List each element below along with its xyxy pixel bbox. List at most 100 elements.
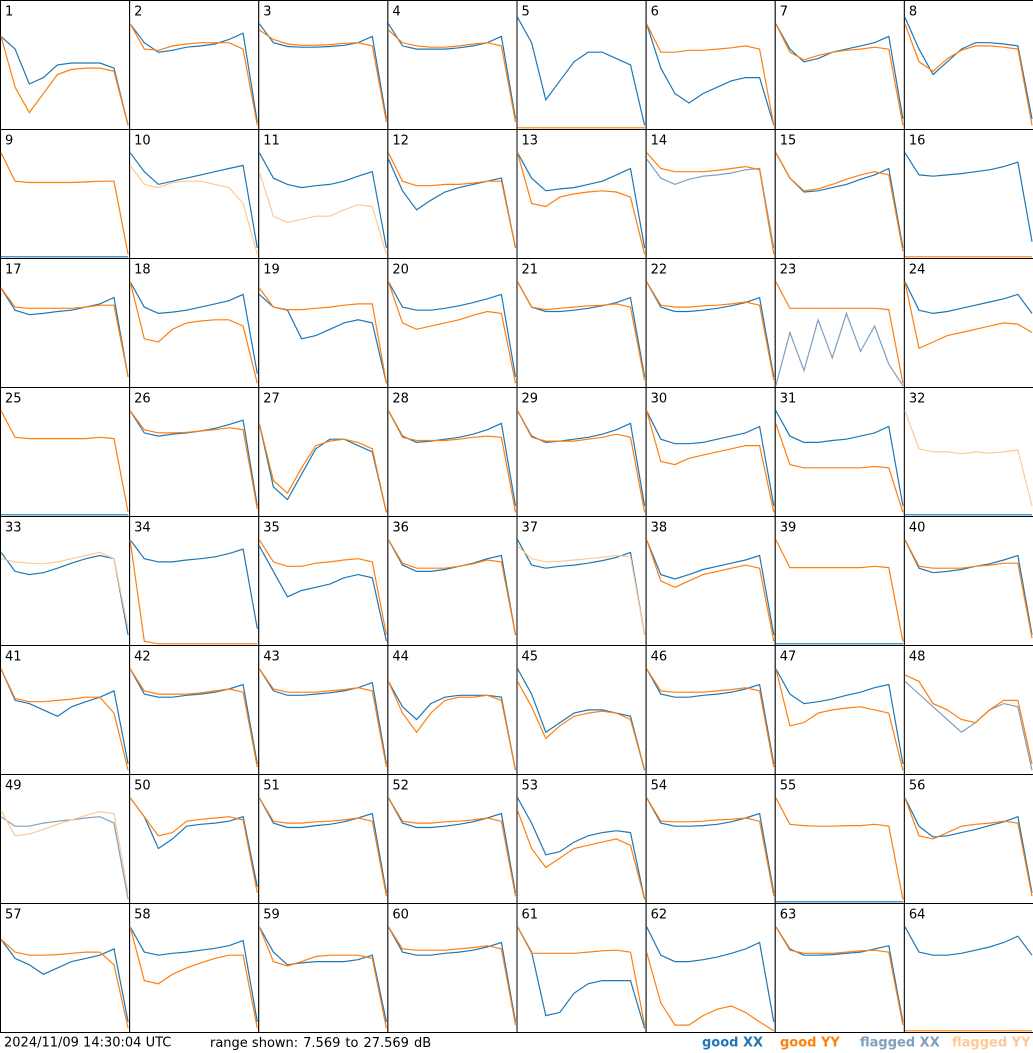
spectrum-line bbox=[0, 810, 129, 894]
range-low: 7.569 bbox=[303, 1036, 340, 1051]
panel: 41 bbox=[0, 645, 131, 775]
spectrum-line bbox=[0, 668, 129, 771]
legend: good XX good YY flagged XX flagged YY bbox=[702, 1036, 1031, 1051]
panel-label: 42 bbox=[134, 650, 151, 665]
panel-frame bbox=[645, 774, 776, 904]
panel-label: 37 bbox=[522, 521, 539, 536]
spectrum-line bbox=[516, 152, 646, 249]
panel-frame bbox=[387, 258, 518, 388]
range-unit: dB bbox=[414, 1036, 431, 1051]
panel: 38 bbox=[645, 516, 776, 646]
panel: 25 bbox=[0, 387, 131, 517]
panel: 33 bbox=[0, 516, 131, 646]
panel: 62 bbox=[645, 903, 776, 1033]
spectrum-line bbox=[516, 281, 646, 378]
panel-frame bbox=[387, 387, 518, 517]
panel-label: 53 bbox=[522, 779, 539, 794]
panel-frame bbox=[516, 516, 647, 646]
spectrum-line bbox=[387, 158, 517, 249]
spectrum-line bbox=[775, 797, 904, 900]
spectrum-line bbox=[387, 23, 517, 120]
panel-frame bbox=[258, 0, 389, 130]
spectrum-line bbox=[904, 680, 1033, 771]
spectrum-line bbox=[646, 668, 775, 765]
spectrum-line bbox=[646, 158, 775, 249]
spectrum-line bbox=[516, 681, 646, 771]
panel-label: 40 bbox=[909, 521, 926, 536]
panel-label: 51 bbox=[263, 779, 280, 794]
spectrum-line bbox=[775, 23, 904, 126]
panel: 3 bbox=[258, 0, 389, 130]
panel-frame bbox=[774, 516, 905, 646]
spectrum-line bbox=[0, 668, 129, 765]
panel-frame bbox=[645, 645, 776, 775]
spectrum-line bbox=[129, 668, 258, 765]
spectrum-line bbox=[0, 36, 129, 126]
spectrum-line bbox=[646, 951, 775, 1032]
panel: 55 bbox=[774, 774, 905, 904]
panel-label: 48 bbox=[909, 650, 926, 665]
panel: 23 bbox=[774, 258, 905, 388]
spectrum-line bbox=[904, 281, 1033, 350]
panel: 30 bbox=[645, 387, 776, 517]
spectrum-line bbox=[775, 311, 904, 387]
spectrum-line bbox=[775, 152, 904, 252]
panel-label: 6 bbox=[651, 5, 659, 20]
panel: 18 bbox=[129, 258, 260, 388]
panel: 8 bbox=[903, 0, 1033, 130]
panel-label: 50 bbox=[134, 779, 151, 794]
spectrum-line bbox=[775, 281, 904, 384]
spectrum-line bbox=[646, 23, 775, 126]
panel: 12 bbox=[387, 129, 518, 259]
spectrum-line bbox=[904, 674, 1033, 765]
spectrum-line bbox=[516, 17, 646, 126]
panel: 35 bbox=[258, 516, 389, 646]
panel-frame bbox=[129, 0, 260, 130]
panel: 48 bbox=[903, 645, 1033, 775]
panel: 6 bbox=[645, 0, 776, 130]
panel-frame bbox=[387, 129, 518, 259]
spectrum-line bbox=[258, 152, 387, 249]
panel: 36 bbox=[387, 516, 518, 646]
panel-frame bbox=[129, 774, 260, 904]
panel: 64 bbox=[903, 903, 1033, 1033]
spectrum-line bbox=[904, 539, 1033, 636]
panel-label: 11 bbox=[263, 134, 280, 149]
spectrum-line bbox=[387, 797, 517, 894]
panel: 16 bbox=[903, 129, 1033, 259]
panel-label: 49 bbox=[5, 779, 22, 794]
panel: 9 bbox=[0, 129, 131, 259]
spectrum-line bbox=[0, 287, 129, 378]
spectrum-line bbox=[516, 797, 646, 900]
spectrum-line bbox=[258, 926, 387, 1023]
panel: 45 bbox=[516, 645, 647, 775]
panel-frame bbox=[387, 645, 518, 775]
spectrum-line bbox=[387, 681, 517, 771]
panel: 2 bbox=[129, 0, 260, 130]
spectrum-line bbox=[775, 423, 904, 513]
spectrum-line bbox=[904, 797, 1033, 897]
panel-frame bbox=[258, 387, 389, 517]
panel-label: 36 bbox=[392, 521, 409, 536]
panel-frame bbox=[0, 129, 131, 259]
panel: 46 bbox=[645, 645, 776, 775]
spectrum-line bbox=[387, 539, 517, 636]
spectrum-line bbox=[258, 545, 387, 642]
spectrum-line bbox=[646, 926, 775, 1023]
spectrum-line bbox=[258, 23, 387, 120]
panel-frame bbox=[903, 129, 1033, 259]
spectrum-line bbox=[516, 668, 646, 771]
panel-label: 21 bbox=[522, 263, 539, 278]
panel-frame bbox=[258, 129, 389, 259]
panel-frame bbox=[258, 903, 389, 1033]
panel: 27 bbox=[258, 387, 389, 517]
panel-label: 18 bbox=[134, 263, 151, 278]
panel-frame bbox=[774, 258, 905, 388]
panel-label: 32 bbox=[909, 392, 926, 407]
panel-label: 14 bbox=[651, 134, 668, 149]
panel-label: 31 bbox=[780, 392, 797, 407]
panel: 20 bbox=[387, 258, 518, 388]
spectrum-line bbox=[258, 539, 387, 636]
panel-label: 52 bbox=[392, 779, 409, 794]
